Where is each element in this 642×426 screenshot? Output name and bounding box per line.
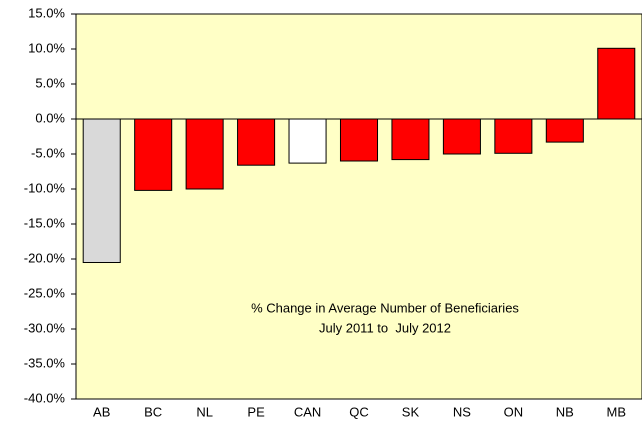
bar	[288, 118, 327, 164]
y-tick-label: -10.0%	[24, 180, 66, 195]
x-tick-label: SK	[402, 404, 420, 419]
y-tick-label: -5.0%	[31, 145, 65, 160]
y-tick-label: -40.0%	[24, 390, 66, 405]
bar	[339, 118, 379, 162]
y-tick-label: 5.0%	[35, 75, 65, 90]
bar	[82, 118, 121, 263]
y-tick-label: -20.0%	[24, 250, 66, 265]
y-tick-label: 15.0%	[28, 5, 65, 20]
plot-area	[75, 13, 642, 400]
annotation: July 2011 to July 2012	[319, 320, 451, 335]
bar	[597, 47, 636, 120]
bar	[237, 118, 276, 166]
bar	[185, 118, 224, 190]
x-tick-label: NL	[196, 404, 213, 419]
x-tick-label: NS	[453, 404, 471, 419]
y-tick-label: -15.0%	[24, 215, 66, 230]
x-tick-label: QC	[349, 404, 369, 419]
x-tick-label: ON	[504, 404, 524, 419]
bar	[391, 118, 430, 161]
y-tick-label: -25.0%	[24, 285, 66, 300]
y-tick-label: 10.0%	[28, 40, 65, 55]
x-tick-label: NB	[556, 404, 574, 419]
bar	[134, 118, 173, 191]
y-tick-label: -30.0%	[24, 320, 66, 335]
x-tick-label: MB	[607, 404, 627, 419]
x-tick-label: PE	[247, 404, 265, 419]
x-tick-label: CAN	[294, 404, 321, 419]
y-tick-label: 0.0%	[35, 110, 65, 125]
annotation: % Change in Average Number of Beneficiar…	[251, 300, 519, 315]
bar	[494, 118, 533, 154]
bar	[442, 118, 481, 155]
x-tick-label: BC	[144, 404, 162, 419]
y-tick-label: -35.0%	[24, 355, 66, 370]
x-tick-label: AB	[93, 404, 110, 419]
bar	[545, 118, 584, 143]
